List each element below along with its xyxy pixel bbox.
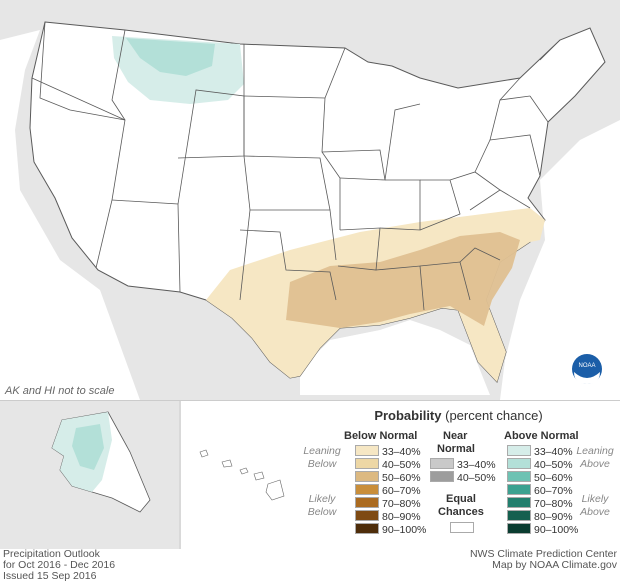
near-normal-label: 33–40% <box>457 459 496 471</box>
below-normal-row: 80–90% <box>355 510 421 523</box>
above-normal-label: 60–70% <box>534 485 573 497</box>
above-normal-swatch <box>507 458 531 469</box>
footer-credit-climate: Map by NOAA Climate.gov <box>492 559 617 571</box>
below-normal-swatch <box>355 471 379 482</box>
noaa-logo <box>572 354 602 384</box>
equal-chances-swatch <box>450 522 474 533</box>
above-normal-swatch <box>507 471 531 482</box>
equal-chances-label-2: Chances <box>438 506 484 518</box>
below-normal-swatch <box>355 523 379 534</box>
above-normal-label: 90–100% <box>534 524 579 536</box>
below-normal-row: 60–70% <box>355 484 421 497</box>
below-normal-40-50 <box>286 232 520 328</box>
above-normal-label: 40–50% <box>534 459 573 471</box>
footer-credit-cpc: NWS Climate Prediction Center <box>469 548 617 560</box>
above-normal-row: 70–80% <box>507 497 573 510</box>
hawaii-ocean <box>181 401 297 549</box>
near-normal-swatch <box>430 471 454 482</box>
below-normal-label: 50–60% <box>382 472 421 484</box>
above-normal-swatch <box>507 510 531 521</box>
likely-below-label-2: Below <box>307 506 337 518</box>
footer-title: Precipitation Outlook <box>3 548 100 560</box>
footer-issued: Issued 15 Sep 2016 <box>3 570 97 582</box>
below-normal-label: 33–40% <box>382 446 421 458</box>
leaning-below-label-2: Below <box>307 458 337 470</box>
legend-title-rest: (percent chance) <box>441 408 543 423</box>
equal-chances-label-1: Equal <box>446 493 476 505</box>
below-normal-swatch <box>355 497 379 508</box>
below-normal-label: 70–80% <box>382 498 421 510</box>
below-normal-header: Below Normal <box>344 430 418 442</box>
near-normal-row: 40–50% <box>430 471 496 484</box>
above-normal-swatch <box>507 445 531 456</box>
below-normal-row: 90–100% <box>355 523 427 536</box>
below-normal-swatch <box>355 458 379 469</box>
leaning-above-label-2: Above <box>580 458 610 470</box>
likely-below-label-1: Likely <box>308 493 336 505</box>
above-normal-label: 33–40% <box>534 446 573 458</box>
below-normal-label: 90–100% <box>382 524 427 536</box>
below-normal-swatch <box>355 445 379 456</box>
below-normal-swatch <box>355 510 379 521</box>
below-normal-row: 70–80% <box>355 497 421 510</box>
above-normal-row: 60–70% <box>507 484 573 497</box>
near-normal-header-2: Normal <box>437 443 475 455</box>
below-normal-row: 40–50% <box>355 458 421 471</box>
gulf-of-mexico <box>300 320 490 395</box>
state-boundaries <box>31 21 561 311</box>
below-normal-swatch <box>355 484 379 495</box>
pacific-ocean <box>0 30 140 400</box>
scale-note: AK and HI not to scale <box>5 385 115 397</box>
leaning-above-label-1: Leaning <box>576 445 614 457</box>
noaa-logo-text: NOAA <box>578 363 596 369</box>
likely-above-label-1: Likely <box>581 493 609 505</box>
above-normal-label: 50–60% <box>534 472 573 484</box>
near-normal-row: 33–40% <box>430 458 496 471</box>
likely-above-label-2: Above <box>580 506 610 518</box>
atlantic-ocean <box>500 120 620 400</box>
hawaii-islands <box>199 449 285 501</box>
above-normal-swatch <box>507 484 531 495</box>
above-normal-row: 40–50% <box>507 458 573 471</box>
footer-period: for Oct 2016 - Dec 2016 <box>3 559 116 571</box>
near-normal-label: 40–50% <box>457 472 496 484</box>
below-normal-label: 60–70% <box>382 485 421 497</box>
below-normal-label: 80–90% <box>382 511 421 523</box>
below-normal-row: 33–40% <box>355 445 421 458</box>
above-normal-row: 50–60% <box>507 471 573 484</box>
below-normal-row: 50–60% <box>355 471 421 484</box>
above-normal-swatch <box>507 497 531 508</box>
above-normal-row: 33–40% <box>507 445 573 458</box>
footer-right: NWS Climate Prediction Center Map by NOA… <box>470 549 617 571</box>
leaning-below-label-1: Leaning <box>303 445 341 457</box>
above-normal-row: 90–100% <box>507 523 579 536</box>
below-normal-label: 40–50% <box>382 459 421 471</box>
near-normal-header-1: Near <box>443 430 468 442</box>
above-normal-swatch <box>507 523 531 534</box>
above-normal-row: 80–90% <box>507 510 573 523</box>
near-normal-swatch <box>430 458 454 469</box>
alaska-above-40-50 <box>72 424 104 470</box>
above-normal-header: Above Normal <box>504 430 579 442</box>
legend: Probability (percent chance) Below Norma… <box>297 401 620 549</box>
footer-left: Precipitation Outlook for Oct 2016 - Dec… <box>3 549 115 582</box>
above-normal-label: 80–90% <box>534 511 573 523</box>
legend-title-bold: Probability <box>374 408 442 423</box>
above-normal-label: 70–80% <box>534 498 573 510</box>
above-normal-40-50 <box>126 38 215 76</box>
legend-title: Probability (percent chance) <box>297 408 620 423</box>
